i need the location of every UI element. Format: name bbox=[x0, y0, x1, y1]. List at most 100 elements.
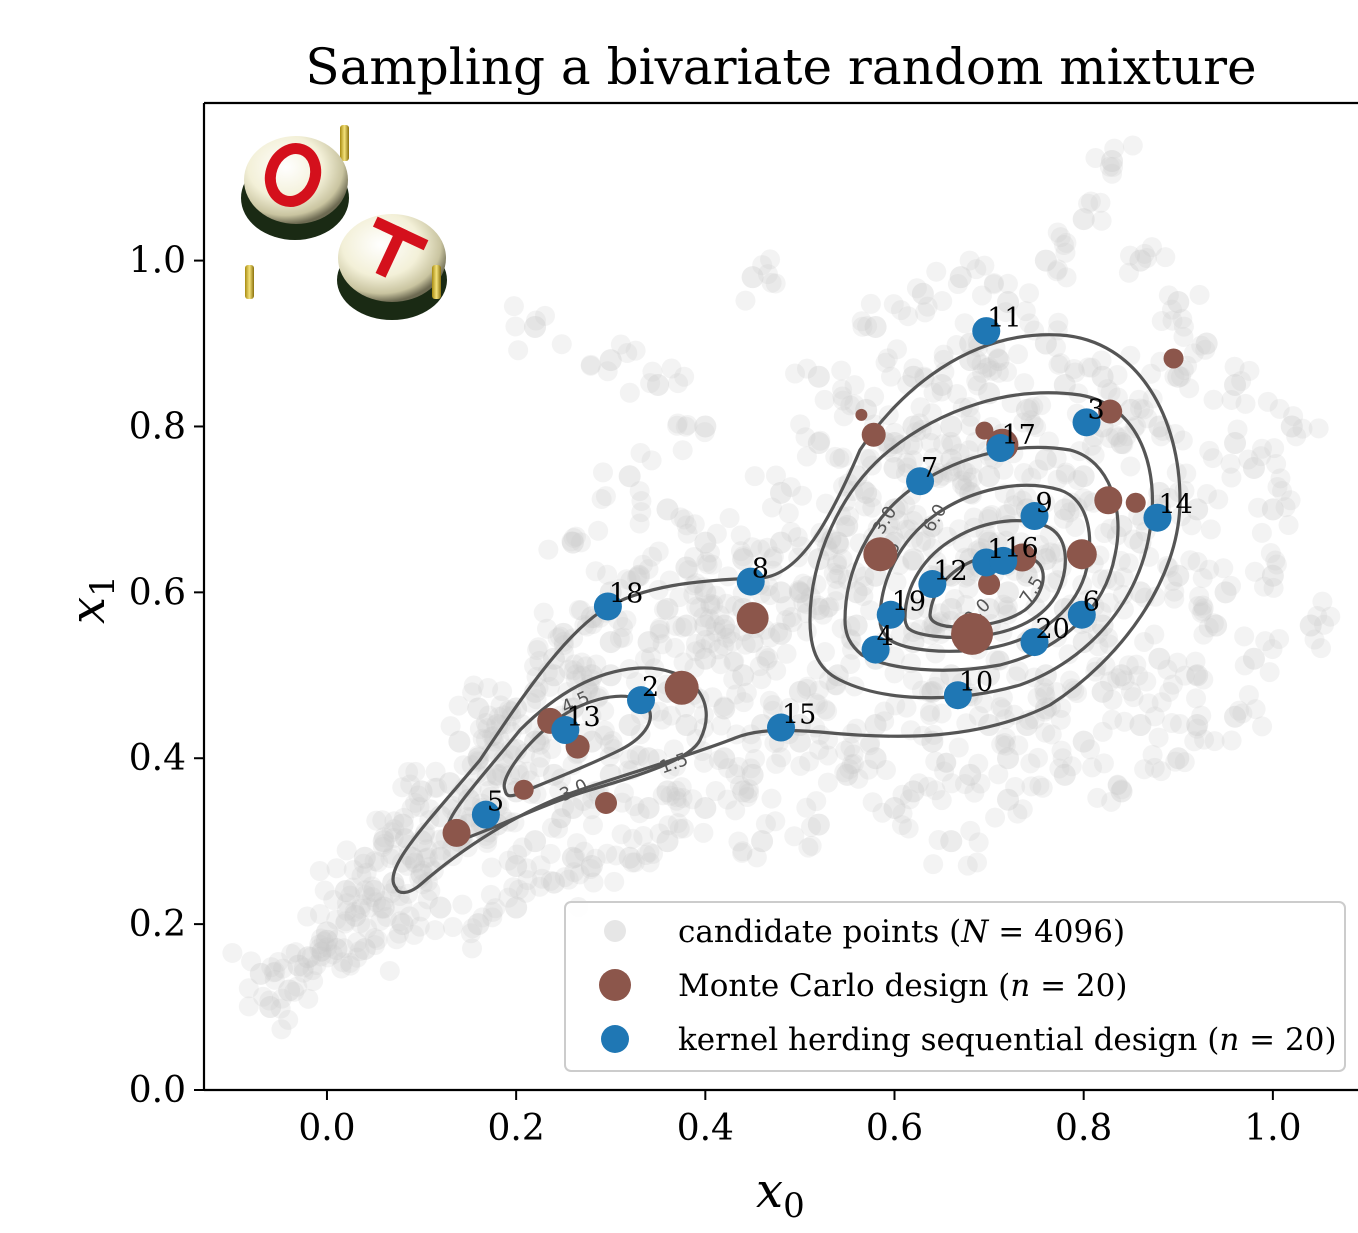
candidate-point bbox=[903, 510, 924, 531]
candidate-point bbox=[561, 531, 584, 554]
candidate-point bbox=[1058, 644, 1079, 665]
candidate-point bbox=[427, 777, 448, 798]
candidate-point bbox=[963, 507, 984, 528]
candidate-point bbox=[1148, 647, 1171, 670]
plot-area: 1.5 3.0 4.5 3.0 4.5 6.0 7.5 9.0 12345678… bbox=[222, 135, 1341, 1040]
monte-carlo-point bbox=[1125, 492, 1146, 513]
candidate-point bbox=[890, 300, 911, 321]
candidate-point bbox=[365, 935, 386, 956]
legend-box bbox=[564, 901, 1346, 1072]
candidate-point bbox=[880, 515, 901, 536]
candidate-point bbox=[347, 947, 368, 968]
candidate-point bbox=[718, 758, 739, 779]
candidate-point bbox=[883, 498, 906, 521]
candidate-point bbox=[733, 692, 754, 713]
candidate-point bbox=[1112, 584, 1133, 605]
candidate-point bbox=[602, 731, 623, 752]
candidate-point bbox=[609, 628, 630, 649]
candidate-point bbox=[882, 442, 903, 463]
candidate-point bbox=[860, 293, 881, 314]
candidate-point bbox=[817, 745, 838, 766]
candidate-point bbox=[359, 897, 380, 918]
candidate-point bbox=[585, 561, 606, 582]
candidate-point bbox=[951, 474, 972, 495]
candidate-point bbox=[832, 447, 853, 468]
candidate-point bbox=[896, 452, 917, 473]
candidate-point bbox=[992, 687, 1013, 708]
candidate-point bbox=[583, 872, 604, 893]
candidate-point bbox=[629, 481, 650, 502]
candidate-point bbox=[790, 755, 811, 776]
candidate-point bbox=[793, 592, 814, 613]
candidate-point bbox=[845, 581, 868, 604]
candidate-point bbox=[666, 780, 687, 801]
candidate-point bbox=[951, 470, 972, 491]
candidate-point bbox=[940, 415, 963, 438]
candidate-point bbox=[661, 705, 682, 726]
candidate-point bbox=[978, 531, 1001, 554]
candidate-point bbox=[417, 871, 438, 892]
candidate-point bbox=[317, 947, 338, 968]
candidate-point bbox=[429, 896, 452, 919]
candidate-point bbox=[666, 790, 687, 811]
candidate-point bbox=[683, 575, 704, 596]
candidate-point bbox=[934, 761, 955, 782]
candidate-point bbox=[642, 361, 663, 382]
candidate-point bbox=[908, 773, 929, 794]
candidate-point bbox=[947, 384, 968, 405]
candidate-point bbox=[1035, 722, 1056, 743]
candidate-point bbox=[512, 714, 533, 735]
candidate-point bbox=[1034, 682, 1055, 703]
candidate-point bbox=[664, 637, 685, 658]
candidate-point bbox=[890, 625, 911, 646]
candidate-point bbox=[561, 531, 582, 552]
candidate-point bbox=[505, 896, 528, 919]
candidate-point bbox=[683, 584, 704, 605]
candidate-point bbox=[366, 810, 387, 831]
candidate-point bbox=[1248, 497, 1269, 518]
candidate-point bbox=[1078, 193, 1099, 214]
candidate-point bbox=[1242, 456, 1265, 479]
candidate-point bbox=[1082, 757, 1103, 778]
candidate-point bbox=[977, 529, 998, 550]
candidate-point bbox=[730, 541, 751, 562]
candidate-point bbox=[1003, 495, 1024, 516]
candidate-point bbox=[1034, 677, 1055, 698]
candidate-point bbox=[801, 816, 822, 837]
candidate-point bbox=[862, 792, 883, 813]
candidate-point bbox=[1314, 614, 1335, 635]
candidate-point bbox=[776, 610, 797, 631]
candidate-point bbox=[1130, 398, 1151, 419]
candidate-point bbox=[1055, 464, 1076, 485]
candidate-point bbox=[694, 797, 717, 819]
candidate-point bbox=[977, 357, 998, 378]
candidate-point bbox=[425, 920, 446, 941]
kernel-herding-point bbox=[471, 800, 500, 829]
y-tick-label: 0.8 bbox=[129, 406, 186, 447]
kernel-herding-point bbox=[767, 713, 795, 742]
candidate-point bbox=[751, 669, 772, 690]
candidate-point bbox=[1172, 430, 1193, 451]
candidate-point bbox=[530, 747, 551, 768]
candidate-point bbox=[761, 272, 782, 293]
candidate-point bbox=[699, 609, 720, 630]
candidate-point bbox=[639, 852, 660, 873]
candidate-point bbox=[580, 855, 603, 878]
candidate-point bbox=[1155, 247, 1176, 268]
candidate-point bbox=[959, 250, 980, 271]
candidate-point bbox=[993, 594, 1014, 615]
candidate-point bbox=[885, 695, 906, 716]
candidate-point bbox=[517, 761, 538, 782]
candidate-point bbox=[270, 998, 291, 1019]
candidate-point bbox=[1189, 586, 1210, 607]
candidate-point bbox=[1008, 735, 1029, 756]
candidate-point bbox=[741, 266, 764, 289]
candidate-point bbox=[431, 840, 452, 861]
candidate-point bbox=[671, 777, 692, 798]
candidate-point bbox=[1183, 343, 1204, 364]
monte-carlo-point bbox=[863, 537, 898, 572]
candidate-point bbox=[306, 955, 327, 976]
candidate-point bbox=[1043, 572, 1064, 593]
candidate-point bbox=[954, 313, 975, 334]
candidate-point bbox=[744, 466, 765, 487]
